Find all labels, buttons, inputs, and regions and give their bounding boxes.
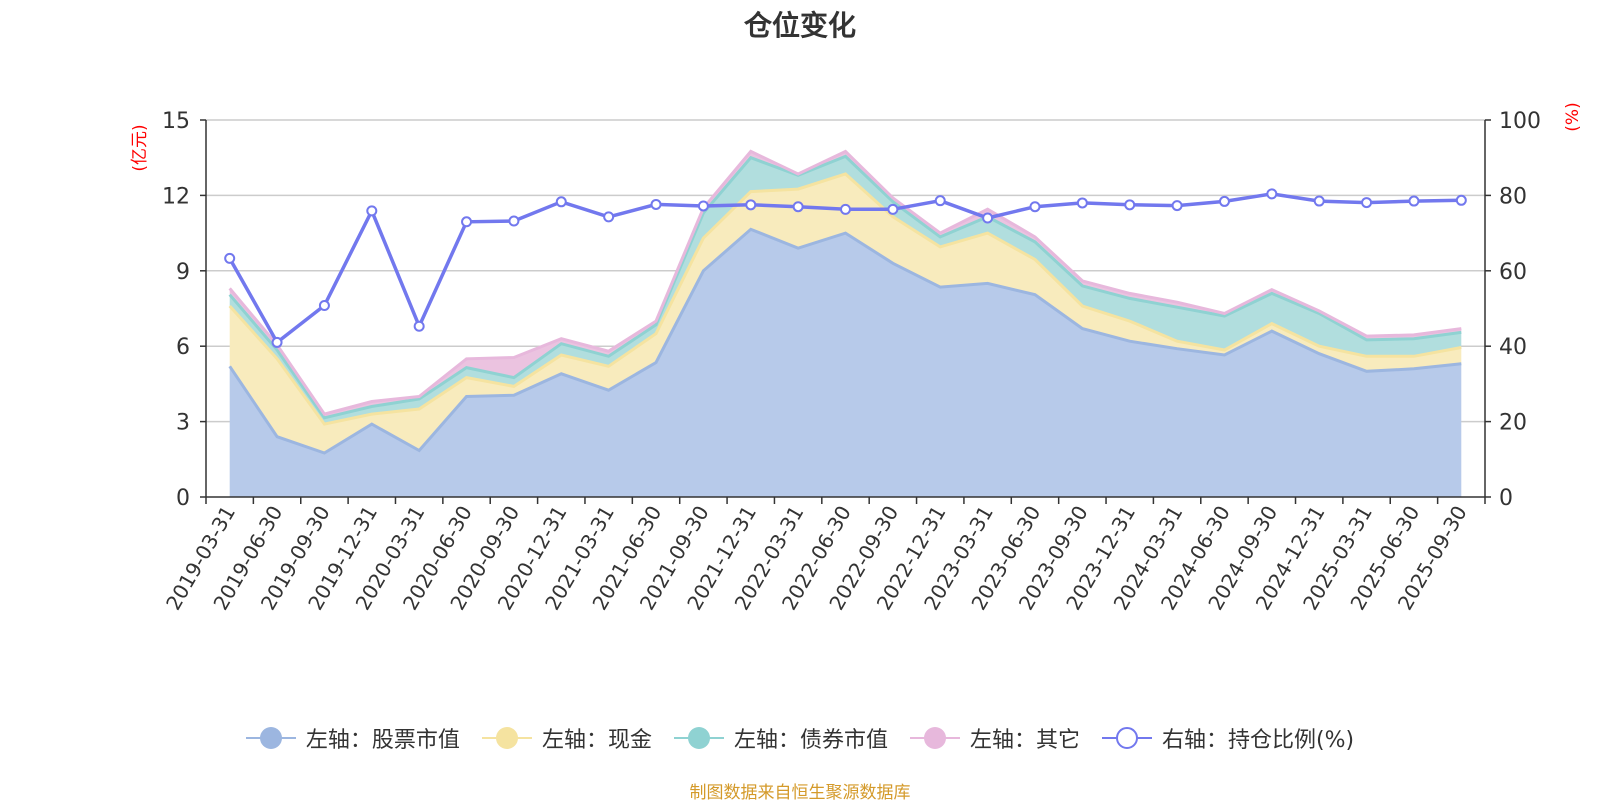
ratio-point (1266, 188, 1278, 200)
ratio-point (1408, 195, 1420, 207)
area-edge-line (228, 227, 1462, 455)
data-source-note: 制图数据来自恒生聚源数据库 (689, 783, 911, 803)
ratio-point (1218, 195, 1230, 207)
legend-item[interactable]: 左轴：其它 (909, 722, 1080, 754)
legend-symbol (1101, 724, 1152, 752)
left-tick-label: 3 (176, 411, 190, 436)
right-tick-label: 0 (1499, 486, 1513, 511)
legend-item[interactable]: 右轴：持仓比例(%) (1101, 722, 1355, 754)
legend-label: 左轴：其它 (969, 728, 1080, 753)
ratio-point (840, 203, 851, 215)
area-edge-line (228, 149, 1462, 416)
legend-symbol (909, 724, 960, 752)
ratio-point (697, 200, 709, 212)
ratio-point (650, 198, 662, 210)
left-tick-label: 6 (176, 335, 190, 360)
legend-symbol (245, 724, 296, 752)
ratio-point (982, 212, 994, 224)
legend-label: 右轴：持仓比例(%) (1161, 728, 1355, 753)
legend-symbol (481, 724, 532, 752)
ratio-point (603, 211, 615, 223)
area-左轴：其它 (229, 151, 1462, 418)
right-tick-label: 100 (1499, 109, 1541, 134)
legend-label: 左轴：现金 (541, 728, 652, 753)
left-tick-label: 9 (176, 260, 190, 285)
ratio-point (792, 201, 804, 213)
ratio-point (887, 203, 899, 215)
left-tick-label: 15 (162, 109, 190, 134)
ratio-point (745, 199, 757, 211)
ratio-point (413, 320, 425, 332)
ratio-point (461, 216, 473, 228)
left-axis-label: (亿元) (130, 124, 150, 171)
left-tick-label: 12 (162, 184, 190, 209)
area-edge-line (228, 154, 1462, 420)
ratio-point (318, 299, 330, 311)
right-tick-label: 40 (1499, 335, 1527, 360)
ratio-point (1455, 194, 1467, 206)
area-左轴：股票市值 (229, 229, 1462, 498)
ratio-point (1171, 200, 1183, 212)
ratio-point (366, 205, 378, 217)
chart-title: 仓位变化 (743, 9, 856, 42)
legend-item[interactable]: 左轴：股票市值 (245, 722, 460, 754)
legend-label: 左轴：债券市值 (733, 728, 888, 753)
ratio-point (1029, 201, 1041, 213)
ratio-point (271, 336, 283, 348)
ratio-point (1076, 197, 1088, 209)
legend: 左轴：股票市值 左轴：现金 左轴：债券市值 左轴：其它 右轴：持仓比例(%) (0, 722, 1600, 754)
right-axis-label: (%) (1563, 102, 1583, 131)
right-tick-label: 80 (1499, 184, 1527, 209)
ratio-point (1124, 199, 1136, 211)
right-tick-label: 20 (1499, 411, 1527, 436)
ratio-point (934, 195, 946, 207)
ratio-point (224, 252, 236, 264)
ratio-point (1361, 197, 1373, 209)
area-edge-line (228, 172, 1462, 426)
legend-item[interactable]: 左轴：现金 (481, 722, 652, 754)
legend-symbol (673, 724, 724, 752)
chart-plot: 036912150204060801002019-03-312019-06-30… (130, 102, 1583, 614)
right-tick-label: 60 (1499, 260, 1527, 285)
ratio-point (1313, 195, 1325, 207)
legend-item[interactable]: 左轴：债券市值 (673, 722, 888, 754)
legend-label: 左轴：股票市值 (305, 728, 460, 753)
left-tick-label: 0 (176, 486, 190, 511)
ratio-point (508, 215, 520, 227)
ratio-point (555, 196, 567, 208)
